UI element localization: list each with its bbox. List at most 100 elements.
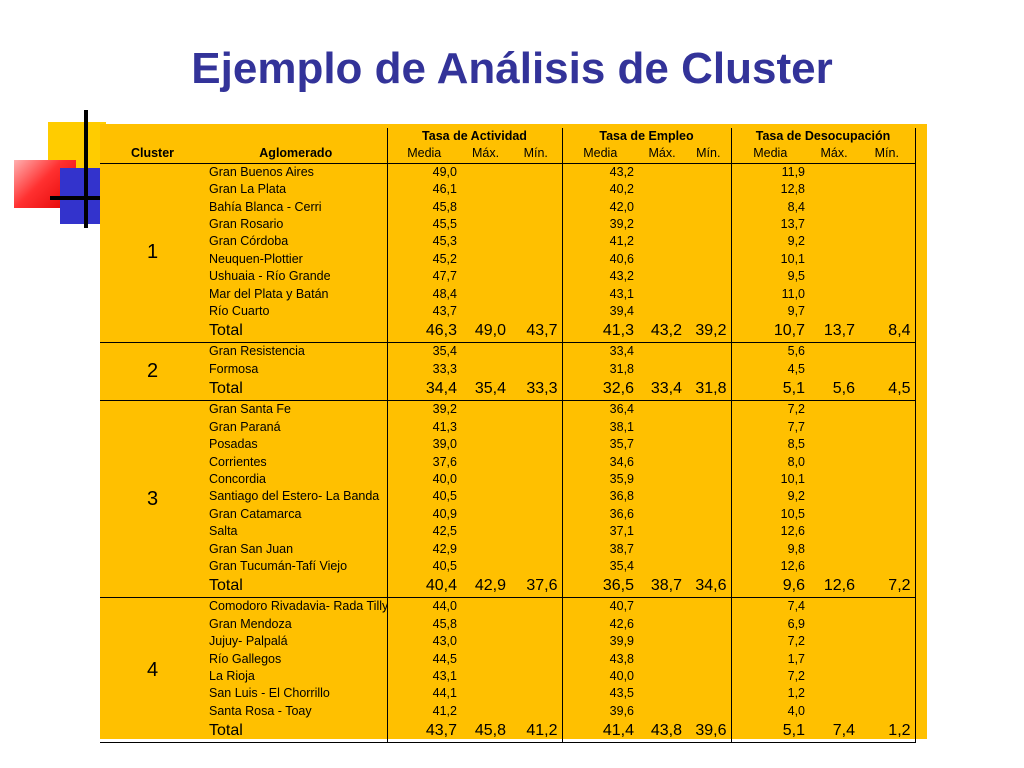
total-actividad-max: 49,0 (461, 320, 510, 344)
desocupacion-min (859, 597, 916, 616)
desocupacion-min (859, 342, 916, 361)
actividad-media: 33,3 (386, 360, 461, 379)
aglomerado-name: Gran San Juan (209, 541, 294, 556)
desocupacion-max (809, 454, 859, 471)
table-row: Gran Mendoza 45,8 42,6 6,9 (100, 615, 916, 634)
total-actividad-min: 33,3 (510, 378, 563, 402)
table-row: Gran San Juan 42,9 38,7 9,8 (100, 540, 916, 558)
actividad-min (510, 633, 562, 650)
desocupacion-media: 7,2 (730, 633, 810, 651)
desocupacion-media: 9,7 (730, 303, 810, 321)
aglomerado-name: Gran Córdoba (209, 234, 289, 249)
desocupacion-max (809, 633, 859, 650)
actividad-min (510, 616, 562, 633)
actividad-media: 42,9 (386, 540, 461, 558)
empleo-max (638, 616, 686, 633)
actividad-min (510, 361, 562, 378)
actividad-media: 47,7 (386, 268, 461, 286)
desocupacion-min (859, 198, 916, 217)
actividad-media: 49,0 (386, 163, 461, 182)
empleo-max (638, 523, 686, 540)
desocupacion-media: 8,0 (730, 453, 810, 471)
empleo-max (638, 454, 686, 471)
desocupacion-max (809, 419, 859, 436)
total-row: Total 40,4 42,9 37,6 36,5 38,7 34,6 9,6 12,6 7,2 (100, 575, 916, 599)
actividad-max (461, 454, 510, 471)
desocupacion-max (809, 233, 859, 250)
blank-header-cell (100, 128, 205, 145)
actividad-max (461, 703, 510, 720)
aglomerado-name: La Rioja (209, 668, 255, 683)
actividad-max (461, 361, 510, 378)
desocupacion-media: 6,9 (730, 615, 810, 634)
desocupacion-max (809, 181, 859, 198)
empleo-max (638, 703, 686, 720)
actividad-max (461, 436, 510, 453)
empleo-max (638, 251, 686, 268)
empleo-media: 43,1 (561, 285, 639, 304)
actividad-min (510, 303, 562, 320)
desocupacion-min (859, 360, 916, 379)
desocupacion-max (809, 251, 859, 268)
total-empleo-min: 39,6 (686, 720, 732, 744)
desocupacion-max (809, 616, 859, 633)
desocupacion-max (809, 343, 859, 361)
desocupacion-media: 9,2 (730, 488, 810, 506)
actividad-max (461, 471, 510, 488)
empleo-min (686, 471, 731, 488)
desocupacion-media: 9,8 (730, 540, 810, 558)
empleo-max (638, 541, 686, 558)
aglomerado-name: Bahía Blanca - Cerri (209, 199, 322, 214)
desocupacion-media: 11,0 (730, 285, 810, 304)
empleo-min (686, 343, 731, 361)
desocupacion-min (859, 488, 916, 506)
desocupacion-media: 12,8 (730, 181, 810, 199)
desocupacion-min (859, 268, 916, 286)
total-desocupacion-max: 7,4 (809, 720, 860, 744)
table-row: San Luis - El Chorrillo 44,1 43,5 1,2 (100, 685, 916, 703)
desocupacion-max (809, 523, 859, 540)
table-row: Gran Córdoba 45,3 41,2 9,2 (100, 233, 916, 251)
actividad-min (510, 685, 562, 702)
desocupacion-max (809, 598, 859, 616)
empleo-min (686, 668, 731, 685)
actividad-media: 48,4 (386, 285, 461, 304)
table-row: Gran Tucumán-Tafí Viejo 40,5 35,4 12,6 (100, 557, 916, 576)
total-actividad-min: 43,7 (510, 320, 563, 344)
empleo-max (638, 506, 686, 523)
table-row: Salta 42,5 37,1 12,6 (100, 523, 916, 541)
empleo-min (686, 361, 731, 378)
actividad-min (510, 488, 562, 505)
actividad-min (510, 216, 562, 233)
total-empleo-max: 33,4 (638, 378, 687, 402)
empleo-media: 38,1 (561, 418, 639, 437)
empleo-min (686, 199, 731, 216)
total-desocupacion-min: 7,2 (859, 575, 916, 599)
total-desocupacion-max: 13,7 (809, 320, 860, 344)
cluster-number: 1 (100, 163, 205, 344)
empleo-min (686, 233, 731, 250)
aglomerado-name: Gran La Plata (209, 182, 287, 197)
actividad-max (461, 523, 510, 540)
actividad-max (461, 598, 510, 616)
empleo-min (686, 488, 731, 505)
table-row: 2 Gran Resistencia 35,4 33,4 5,6 (100, 342, 916, 402)
table-row: Gran Paraná 41,3 38,1 7,7 (100, 418, 916, 437)
empleo-media: 35,4 (561, 557, 639, 576)
aglomerado-name: Gran Buenos Aires (209, 164, 314, 179)
desocupacion-media: 4,5 (730, 360, 810, 379)
actividad-max (461, 268, 510, 285)
desocupacion-max (809, 506, 859, 523)
empleo-media: 43,2 (561, 268, 639, 286)
aglomerado-name: Neuquen-Plottier (209, 251, 303, 266)
total-actividad-min: 41,2 (510, 720, 563, 744)
aglomerado-name: Formosa (209, 361, 259, 376)
empleo-min (686, 651, 731, 668)
empleo-max (638, 216, 686, 233)
slide-title: Ejemplo de Análisis de Cluster (191, 44, 833, 93)
desocupacion-max (809, 268, 859, 285)
total-empleo-media: 36,5 (561, 575, 639, 599)
aglomerado-name: Santa Rosa - Toay (209, 703, 312, 718)
empleo-media: 37,1 (561, 523, 639, 541)
table-row: Jujuy- Palpalá 43,0 39,9 7,2 (100, 633, 916, 651)
